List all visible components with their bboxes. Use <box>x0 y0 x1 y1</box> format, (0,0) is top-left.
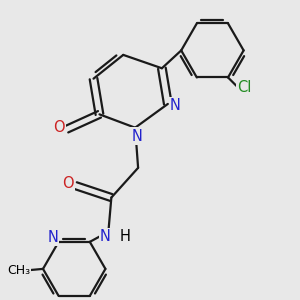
Text: H: H <box>119 229 130 244</box>
Text: N: N <box>47 230 58 245</box>
Text: O: O <box>53 120 65 135</box>
Text: N: N <box>131 128 142 143</box>
Text: N: N <box>100 229 111 244</box>
Text: Cl: Cl <box>237 80 252 95</box>
Text: CH₃: CH₃ <box>7 264 30 277</box>
Text: O: O <box>62 176 74 191</box>
Text: N: N <box>170 98 181 113</box>
